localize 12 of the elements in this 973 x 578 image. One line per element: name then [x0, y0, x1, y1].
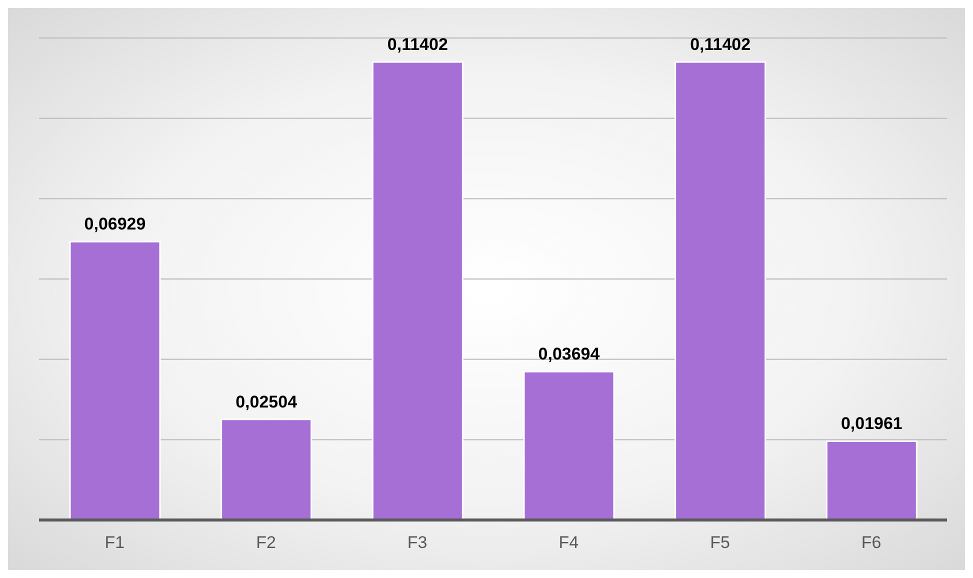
x-tick-label: F2: [256, 533, 276, 552]
x-tick-label: F5: [710, 533, 730, 552]
x-tick-label: F3: [407, 533, 428, 552]
x-tick-label: F6: [861, 533, 882, 552]
data-label: 0,01961: [840, 414, 902, 434]
data-label: 0,11402: [690, 35, 751, 54]
x-tick-label: F4: [558, 533, 579, 552]
data-label: 0,03694: [538, 344, 600, 364]
x-tick-label: F1: [104, 533, 125, 552]
data-label: 0,02504: [236, 392, 298, 412]
data-label: 0,11402: [387, 35, 448, 54]
data-label: 0,06929: [84, 214, 146, 234]
